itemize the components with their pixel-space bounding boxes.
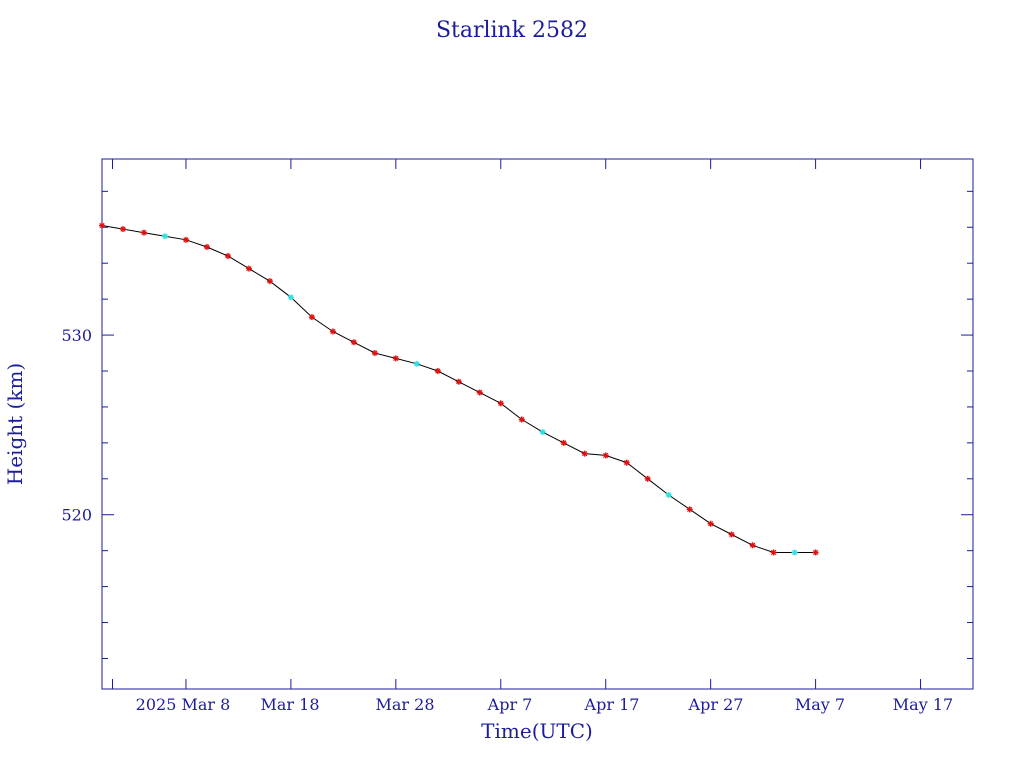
x-tick-label: Apr 27 <box>688 695 744 714</box>
y-tick-labels: 520 530 <box>61 326 92 525</box>
data-point <box>497 400 504 407</box>
x-tick-label: Mar 28 <box>375 695 434 714</box>
x-tick-label: Apr 17 <box>584 695 640 714</box>
x-tick-label: May 7 <box>795 695 845 714</box>
data-point <box>560 439 567 446</box>
data-point <box>455 378 462 385</box>
data-point <box>119 226 126 233</box>
x-axis-label: Time(UTC) <box>481 719 593 743</box>
x-tick-labels: 2025 Mar 8 Mar 18 Mar 28 Apr 7 Apr 17 Apr 27… <box>136 695 954 714</box>
data-point <box>770 549 777 556</box>
data-point <box>371 350 378 357</box>
y-tick-label: 520 <box>61 506 92 525</box>
data-point <box>287 294 294 301</box>
series-markers <box>99 222 819 556</box>
data-point <box>224 253 231 260</box>
data-point <box>623 459 630 466</box>
data-point <box>203 244 210 251</box>
x-tick-label: Mar 18 <box>260 695 319 714</box>
y-axis-label: Height (km) <box>3 363 27 485</box>
data-point <box>392 355 399 362</box>
data-point <box>245 265 252 272</box>
data-point <box>686 506 693 513</box>
chart-title: Starlink 2582 <box>436 18 588 43</box>
data-point <box>791 549 798 556</box>
x-tick-label: 2025 Mar 8 <box>136 695 231 714</box>
data-point <box>602 452 609 459</box>
data-point <box>728 531 735 538</box>
plot-frame <box>101 158 974 690</box>
data-point <box>581 450 588 457</box>
data-point <box>99 222 105 229</box>
data-point <box>266 278 273 285</box>
data-point <box>308 314 315 321</box>
x-tick-label: May 17 <box>893 695 953 714</box>
data-point <box>476 389 483 396</box>
data-point <box>749 542 756 549</box>
data-point <box>812 549 819 556</box>
data-point <box>413 360 420 367</box>
data-point <box>644 475 651 482</box>
data-point <box>350 339 357 346</box>
data-point <box>434 368 441 374</box>
x-tick-label: Apr 7 <box>487 695 533 714</box>
data-point <box>539 429 546 436</box>
axis-ticks <box>102 159 973 689</box>
data-point <box>161 233 168 240</box>
data-point <box>182 236 189 243</box>
data-point <box>665 491 672 498</box>
y-tick-label: 530 <box>61 326 92 345</box>
data-point <box>518 416 525 423</box>
data-point <box>329 328 336 335</box>
data-point <box>140 229 147 236</box>
data-point <box>707 520 714 527</box>
